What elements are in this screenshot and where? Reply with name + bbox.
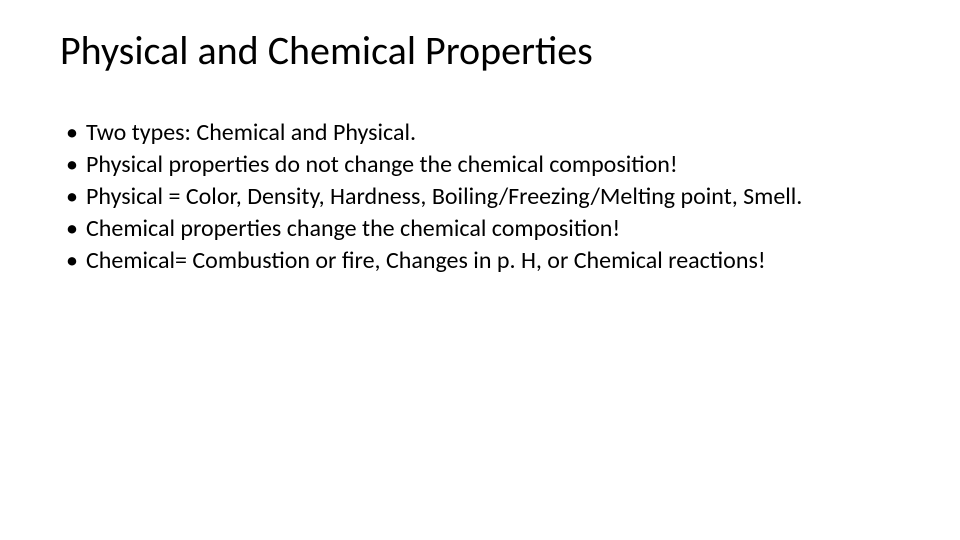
list-item-text: Physical = Color, Density, Hardness, Boi…: [86, 182, 802, 211]
bullet-icon: •: [66, 246, 78, 276]
bullet-list: • Two types: Chemical and Physical. • Ph…: [60, 118, 900, 276]
list-item-text: Chemical properties change the chemical …: [86, 214, 620, 243]
bullet-icon: •: [66, 150, 78, 180]
slide-title: Physical and Chemical Properties: [60, 28, 900, 74]
slide: Physical and Chemical Properties • Two t…: [0, 0, 960, 540]
list-item: • Physical = Color, Density, Hardness, B…: [66, 182, 900, 212]
list-item: • Two types: Chemical and Physical.: [66, 118, 900, 148]
list-item-text: Physical properties do not change the ch…: [86, 150, 678, 179]
list-item: • Chemical properties change the chemica…: [66, 214, 900, 244]
bullet-icon: •: [66, 182, 78, 212]
bullet-icon: •: [66, 214, 78, 244]
list-item-text: Chemical= Combustion or fire, Changes in…: [86, 246, 766, 275]
list-item-text: Two types: Chemical and Physical.: [86, 118, 416, 147]
list-item: • Physical properties do not change the …: [66, 150, 900, 180]
list-item: • Chemical= Combustion or fire, Changes …: [66, 246, 900, 276]
bullet-icon: •: [66, 118, 78, 148]
